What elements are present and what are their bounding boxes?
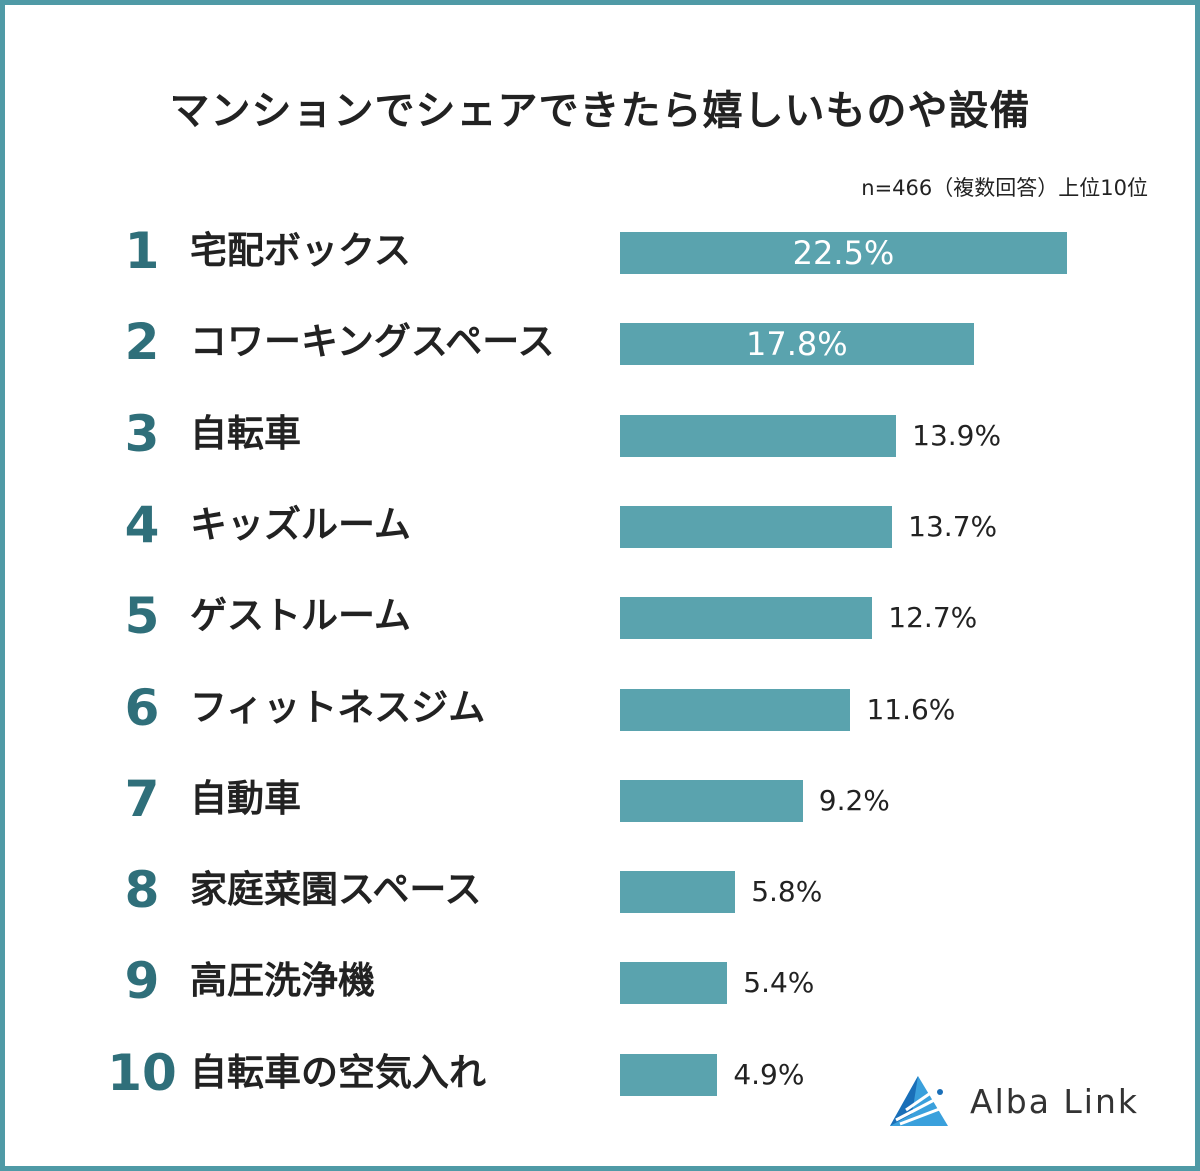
- rank-number: 4: [124, 495, 160, 554]
- bar: [620, 1053, 718, 1096]
- rank-number: 1: [124, 222, 160, 280]
- rank-number: 5: [124, 587, 160, 646]
- alba-link-logo-icon: [890, 1076, 948, 1126]
- category-label: コワーキングスペース: [190, 320, 555, 364]
- bar: [620, 232, 1067, 274]
- bar: [620, 779, 803, 822]
- value-label: 5.4%: [743, 966, 815, 1000]
- category-label: 家庭菜園スペース: [190, 868, 482, 912]
- brand-name: Alba Link: [970, 1081, 1139, 1121]
- rank-number: 7: [124, 769, 160, 828]
- rank-number: 10: [107, 1043, 177, 1102]
- bar: [620, 323, 974, 366]
- rank-number: 9: [124, 952, 160, 1011]
- bar: [620, 871, 736, 914]
- value-label: 4.9%: [733, 1057, 805, 1091]
- category-label: 自転車の空気入れ: [190, 1050, 486, 1094]
- bar: [620, 505, 893, 548]
- bar: [620, 597, 873, 640]
- value-label: 5.8%: [751, 875, 823, 909]
- category-label: 自転車: [190, 411, 301, 455]
- rank-number: 8: [124, 861, 160, 920]
- bar: [620, 688, 851, 731]
- category-label: フィットネスジム: [190, 685, 486, 729]
- value-label: 9.2%: [818, 783, 890, 817]
- category-label: キッズルーム: [190, 502, 411, 546]
- value-label: 11.6%: [866, 692, 956, 726]
- rank-number: 6: [124, 678, 160, 737]
- bar: [620, 414, 897, 457]
- category-label: ゲストルーム: [190, 594, 411, 638]
- value-label: 13.7%: [908, 509, 998, 543]
- value-label: 22.5%: [792, 234, 895, 272]
- sample-note: n=466（複数回答）上位10位: [861, 176, 1148, 200]
- category-label: 自動車: [190, 776, 301, 820]
- brand-logo: Alba Link: [888, 1074, 1139, 1128]
- category-label: 高圧洗浄機: [190, 959, 375, 1003]
- bar: [620, 962, 728, 1005]
- value-label: 17.8%: [745, 325, 848, 364]
- category-label: 宅配ボックス: [190, 229, 411, 272]
- rank-number: 2: [124, 313, 160, 372]
- value-label: 12.7%: [888, 601, 978, 635]
- chart-title: マンションでシェアできたら嬉しいものや設備: [169, 88, 1031, 134]
- rank-number: 3: [124, 404, 160, 463]
- value-label: 13.9%: [912, 418, 1002, 452]
